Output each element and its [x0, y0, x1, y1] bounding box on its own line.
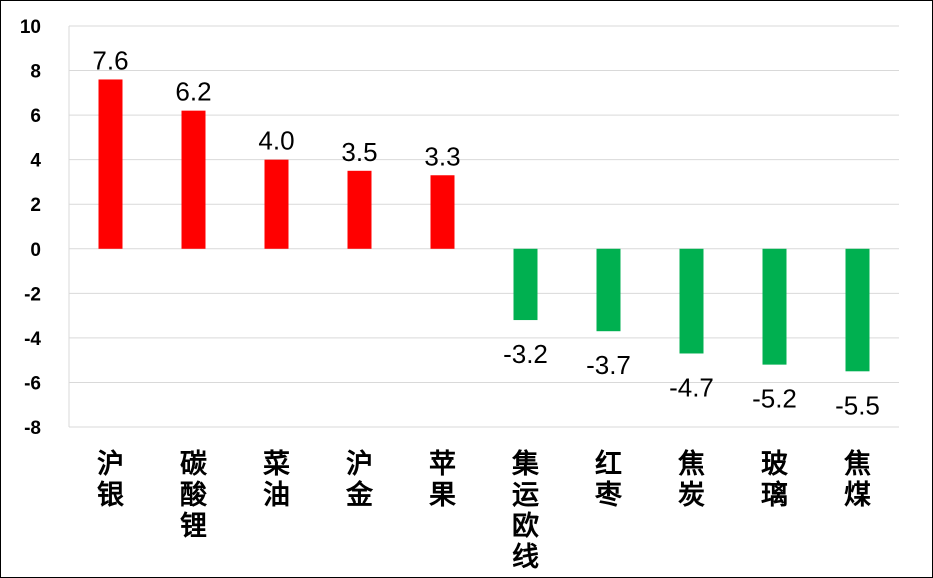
category-char: 苹	[429, 449, 456, 480]
bar	[762, 248, 787, 365]
bar	[98, 79, 123, 249]
y-tick-label: -4	[24, 329, 41, 350]
data-label: 3.3	[424, 141, 460, 171]
data-label: 7.6	[92, 45, 128, 75]
category-char: 焦	[844, 448, 871, 480]
bar	[513, 248, 538, 321]
category-label: 碳酸锂	[180, 449, 208, 542]
category-label: 菜油	[262, 449, 290, 511]
data-label: -5.5	[835, 390, 880, 420]
data-label: -3.2	[503, 339, 548, 369]
category-char: 玻	[761, 449, 789, 480]
data-label: 6.2	[175, 77, 211, 107]
category-char: 红	[595, 448, 622, 480]
category-char: 果	[429, 480, 456, 511]
bar	[181, 110, 206, 249]
bar	[430, 175, 455, 249]
y-tick-label: 8	[30, 62, 41, 83]
category-char: 运	[512, 480, 539, 511]
category-label: 焦炭	[678, 448, 705, 511]
data-label: 3.5	[341, 137, 377, 167]
category-char: 欧	[512, 511, 539, 542]
category-label: 沪金	[345, 449, 374, 511]
category-char: 金	[345, 479, 374, 511]
data-label: 4.0	[258, 126, 294, 156]
category-label: 玻璃	[761, 449, 789, 511]
category-char: 沪	[346, 449, 373, 480]
category-label: 苹果	[429, 449, 456, 511]
category-char: 焦	[678, 448, 705, 480]
y-tick-label: -2	[24, 284, 41, 305]
category-char: 沪	[97, 449, 124, 480]
y-tick-label: 10	[20, 17, 41, 38]
category-char: 碳	[180, 449, 208, 480]
y-tick-label: 4	[30, 151, 41, 172]
category-char: 炭	[678, 480, 705, 511]
category-char: 枣	[594, 480, 623, 511]
category-char: 煤	[844, 480, 871, 511]
bar	[845, 248, 870, 372]
bars	[98, 79, 870, 372]
category-char: 璃	[761, 480, 788, 511]
gridlines	[68, 25, 899, 428]
category-char: 集	[511, 448, 540, 480]
category-label: 集运欧线	[511, 448, 540, 573]
category-label: 红枣	[594, 448, 623, 511]
y-tick-label: -6	[24, 373, 41, 394]
y-axis-ticks: 10 8 6 4 2 0 -2 -4 -6 -8	[20, 17, 42, 439]
category-label: 焦煤	[844, 448, 871, 511]
data-label: -3.7	[586, 350, 631, 380]
category-char: 锂	[180, 511, 207, 542]
category-char: 油	[263, 480, 290, 511]
category-char: 酸	[180, 480, 208, 511]
category-char: 线	[512, 542, 539, 573]
data-labels: 7.6 6.2 4.0 3.5 3.3 -3.2 -3.7 -4.7 -5.2 -5.5	[92, 45, 879, 420]
data-label: -5.2	[752, 384, 797, 414]
y-tick-label: 6	[30, 106, 41, 127]
data-label: -4.7	[669, 372, 714, 402]
category-char: 菜	[262, 449, 290, 480]
bar	[596, 248, 621, 332]
category-char: 银	[97, 480, 124, 511]
y-tick-label: -8	[24, 418, 41, 439]
category-label: 沪银	[97, 449, 124, 511]
bar	[679, 248, 704, 354]
y-tick-label: 0	[30, 240, 41, 261]
y-tick-label: 2	[30, 195, 41, 216]
bar	[347, 170, 372, 249]
bar	[264, 159, 289, 249]
